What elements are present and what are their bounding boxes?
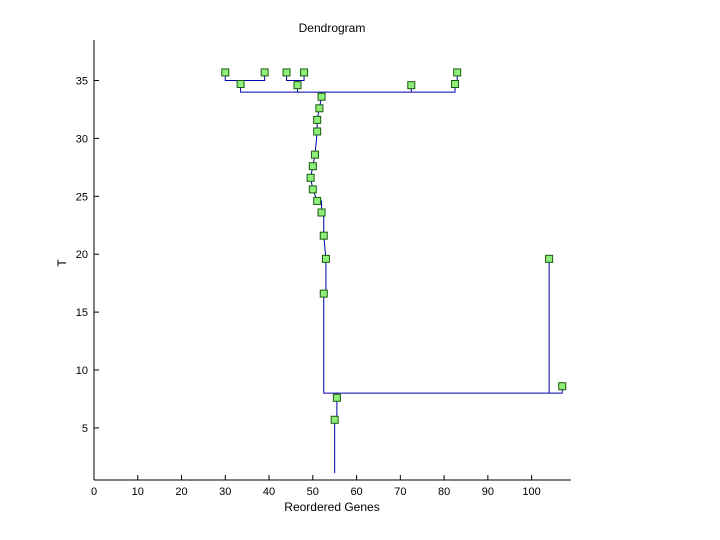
x-axis-label: Reordered Genes bbox=[284, 500, 379, 514]
dendrogram-node bbox=[313, 196, 322, 205]
dendrogram-node bbox=[308, 162, 317, 171]
dendrogram-node bbox=[221, 68, 230, 77]
dendrogram-node bbox=[317, 92, 326, 101]
dendrogram-node bbox=[558, 382, 567, 391]
x-tick-label: 80 bbox=[438, 486, 450, 498]
x-tick-label: 0 bbox=[91, 486, 97, 498]
dendrogram-nodes bbox=[221, 68, 567, 424]
dendrogram-node bbox=[545, 254, 554, 263]
y-tick-label: 35 bbox=[76, 76, 88, 88]
y-tick-label: 20 bbox=[76, 249, 88, 261]
y-axis-label: T bbox=[55, 259, 69, 267]
y-tick-label: 10 bbox=[76, 365, 88, 377]
x-tick-label: 40 bbox=[263, 486, 275, 498]
dendrogram-node bbox=[451, 80, 460, 88]
dendrogram-link bbox=[224, 72, 266, 82]
dendrogram-links bbox=[224, 72, 563, 474]
x-tick-label: 10 bbox=[132, 486, 144, 498]
x-tick-label: 90 bbox=[482, 486, 494, 498]
dendrogram-node bbox=[260, 68, 269, 77]
dendrogram-node bbox=[313, 127, 322, 136]
chart-title: Dendrogram bbox=[299, 21, 366, 35]
axes: 0 10 20 30 40 50 60 70 80 90 100 5 10 15 20 25 30 35 bbox=[76, 40, 571, 498]
dendrogram-node bbox=[407, 81, 416, 90]
x-tick-label: 100 bbox=[522, 486, 540, 498]
dendrogram-link bbox=[286, 72, 305, 82]
y-tick-label: 15 bbox=[76, 307, 88, 319]
dendrogram-node bbox=[330, 415, 339, 424]
x-tick-label: 30 bbox=[219, 486, 231, 498]
dendrogram-node bbox=[453, 68, 462, 77]
x-tick-label: 50 bbox=[307, 486, 319, 498]
dendrogram-node bbox=[315, 104, 324, 113]
dendrogram-node bbox=[317, 208, 326, 217]
x-tick-label: 60 bbox=[350, 486, 362, 498]
dendrogram-node bbox=[293, 81, 302, 90]
x-tick-label: 70 bbox=[394, 486, 406, 498]
dendrogram-node bbox=[300, 68, 309, 77]
dendrogram-node bbox=[310, 150, 319, 159]
dendrogram-node bbox=[332, 393, 341, 402]
y-tick-label: 30 bbox=[76, 133, 88, 145]
dendrogram-node bbox=[282, 68, 291, 77]
y-tick-label: 25 bbox=[76, 191, 88, 203]
x-tick-label: 20 bbox=[175, 486, 187, 498]
y-tick-label: 5 bbox=[82, 423, 88, 435]
dendrogram-node bbox=[319, 231, 328, 240]
dendrogram-link bbox=[323, 293, 563, 394]
dendrogram-node bbox=[319, 289, 328, 298]
dendrogram-node bbox=[313, 115, 322, 124]
dendrogram-node bbox=[308, 185, 317, 194]
dendrogram-node bbox=[306, 173, 315, 182]
dendrogram-node bbox=[321, 254, 330, 263]
dendrogram-link bbox=[240, 84, 456, 93]
dendrogram-node bbox=[236, 80, 245, 88]
